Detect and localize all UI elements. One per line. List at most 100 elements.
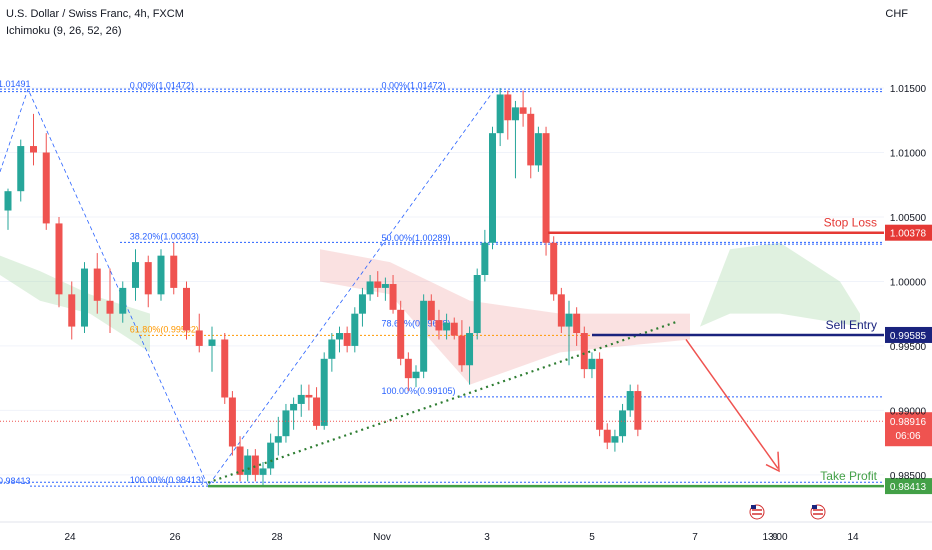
candle	[170, 242, 178, 295]
candle-body	[4, 191, 12, 211]
y-tick-label: 0.98500	[890, 471, 927, 482]
candle-body	[420, 300, 428, 372]
candle	[132, 249, 139, 301]
candle	[208, 326, 216, 372]
candle-body	[481, 242, 489, 275]
candle	[366, 275, 374, 301]
chart-header: U.S. Dollar / Swiss Franc, 4h, FXCM Ichi…	[6, 6, 184, 40]
fib-label: 0.00%(1.01472)	[381, 81, 445, 91]
indicator-label: Ichimoku (9, 26, 52, 26)	[6, 25, 122, 37]
candle	[17, 139, 25, 202]
candle-body	[466, 333, 474, 366]
candle	[374, 271, 382, 297]
projection-arrow	[685, 339, 779, 469]
candle	[157, 249, 165, 301]
candle	[106, 268, 114, 334]
candle	[496, 88, 504, 147]
x-tick-label: 14	[847, 532, 859, 543]
candle	[412, 365, 420, 388]
x-tick-label: 3	[484, 532, 490, 543]
candle-body	[170, 255, 178, 288]
x-tick-label: 5	[589, 532, 595, 543]
candle-body	[374, 281, 382, 288]
candle-body	[550, 242, 558, 295]
candle-body	[244, 455, 252, 475]
candle-body	[236, 446, 244, 475]
candle	[297, 384, 305, 417]
candle-body	[195, 330, 203, 346]
candle	[68, 281, 76, 340]
candle-body	[228, 397, 236, 447]
candle	[328, 333, 336, 372]
candle	[588, 352, 596, 379]
candle-body	[427, 300, 435, 321]
candle	[389, 275, 397, 314]
candle-body	[55, 223, 63, 295]
candle	[251, 449, 259, 482]
candle	[236, 436, 244, 482]
stop-loss-price-tag	[885, 224, 932, 241]
take-profit-price-text: 0.98413	[890, 482, 927, 493]
countdown-text: 06:06	[895, 431, 920, 442]
y-tick-label: 1.00500	[890, 213, 927, 224]
flag-canton	[751, 505, 756, 509]
candle	[450, 317, 458, 340]
candle-body	[313, 397, 321, 426]
cloud-bearish	[320, 249, 690, 385]
candle-body	[435, 320, 443, 331]
candle-body	[297, 394, 305, 404]
candle-body	[259, 468, 267, 475]
price-axis: 1.01500 1.01000 1.00500 1.00000 0.99500 0.990…	[890, 84, 927, 482]
candle	[259, 461, 267, 487]
x-tick-label: 13:00	[762, 532, 787, 543]
candle	[320, 352, 328, 430]
projection-arrowhead	[765, 451, 780, 473]
candlesticks	[4, 88, 677, 487]
candle	[228, 391, 236, 456]
trade-levels: Stop Loss 1.00378 Sell Entry 0.99585 Take Pr…	[0, 216, 932, 495]
stop-loss-price-text: 1.00378	[890, 229, 927, 240]
candle-body	[132, 262, 139, 288]
candle-body	[320, 358, 328, 426]
x-tick-label: 28	[271, 532, 283, 543]
candle-body	[251, 455, 259, 475]
stop-loss-label: Stop Loss	[824, 216, 877, 230]
candle	[55, 216, 63, 308]
candle	[144, 255, 152, 308]
candle-body	[511, 107, 519, 121]
candle	[580, 326, 588, 379]
candle-body	[119, 287, 127, 314]
flag-canton	[812, 505, 817, 509]
candle	[221, 333, 229, 404]
candle	[619, 403, 627, 443]
sell-entry-price-text: 0.99585	[890, 331, 927, 342]
x-tick-label: 26	[169, 532, 181, 543]
candle	[290, 397, 298, 430]
candle-body	[282, 410, 290, 437]
candle-body	[619, 410, 627, 437]
candle-body	[534, 133, 542, 166]
candle	[550, 236, 558, 301]
x-tick-label: 24	[64, 532, 76, 543]
fib-label: 38.20%(1.00303)	[130, 231, 199, 241]
candle-body	[290, 403, 298, 411]
us-flag-icon	[749, 504, 765, 520]
candle-body	[496, 94, 504, 134]
y-tick-label: 1.00000	[890, 277, 927, 288]
candle	[358, 287, 366, 327]
candle-body	[328, 339, 336, 359]
left-price-label: 1.01491	[0, 79, 31, 89]
candle	[282, 403, 290, 443]
candle-body	[305, 394, 313, 398]
candle	[443, 313, 451, 340]
candle	[4, 188, 12, 230]
candle	[504, 90, 512, 140]
candle	[458, 320, 466, 372]
candle-body	[183, 287, 190, 331]
candle	[626, 384, 634, 417]
candle-body	[389, 284, 397, 310]
candle-body	[527, 113, 535, 166]
x-tick-label: 7	[692, 532, 698, 543]
candle	[634, 384, 642, 437]
